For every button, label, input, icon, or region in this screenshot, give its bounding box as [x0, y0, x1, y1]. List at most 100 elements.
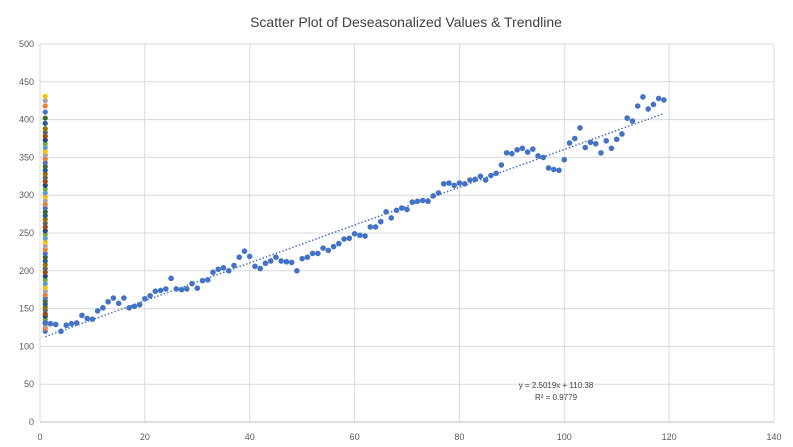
data-point — [315, 250, 321, 257]
data-point — [346, 235, 353, 242]
data-point — [210, 269, 216, 276]
stacked-data-point — [42, 182, 48, 188]
gridlines — [39, 43, 775, 423]
x-tick-label: 40 — [245, 432, 255, 442]
data-point — [582, 144, 589, 151]
stacked-data-point — [42, 254, 48, 260]
data-point — [493, 170, 499, 177]
stacked-data-point — [42, 129, 48, 136]
stacked-data-point — [42, 109, 48, 115]
data-point — [650, 101, 657, 108]
data-point — [608, 145, 615, 152]
stacked-data-point — [42, 194, 48, 200]
data-point — [115, 300, 122, 307]
stacked-data-point — [42, 258, 48, 264]
stacked-data-point — [42, 311, 48, 317]
x-tick-label: 0 — [37, 432, 42, 442]
data-point — [84, 315, 90, 322]
data-point — [482, 177, 489, 183]
stacked-data-point — [42, 141, 48, 147]
data-point — [383, 209, 389, 215]
data-point — [294, 268, 300, 274]
data-point — [613, 136, 620, 143]
stacked-data-point — [42, 273, 48, 279]
y-tick-label: 350 — [19, 152, 34, 162]
stacked-data-point — [42, 160, 48, 166]
data-point — [435, 190, 442, 196]
stacked-data-point — [42, 126, 48, 132]
data-point — [246, 253, 253, 260]
data-point — [566, 140, 573, 146]
data-point — [194, 285, 201, 291]
data-point — [451, 182, 457, 189]
data-point — [257, 265, 264, 272]
data-point — [535, 153, 541, 159]
data-point — [587, 139, 594, 146]
data-point — [94, 308, 101, 314]
data-point — [278, 258, 284, 264]
data-point — [100, 305, 106, 311]
data-point — [163, 286, 169, 292]
stacked-data-point — [42, 265, 48, 272]
data-point — [325, 247, 332, 254]
data-point — [152, 288, 159, 295]
y-tick-label: 400 — [19, 115, 34, 125]
data-point — [409, 199, 416, 205]
stacked-data-point — [42, 133, 48, 139]
data-point — [288, 259, 295, 266]
data-point — [440, 181, 447, 187]
data-point — [231, 262, 237, 269]
stacked-data-point — [42, 148, 48, 154]
y-tick-label: 250 — [19, 228, 34, 238]
data-point — [47, 320, 54, 327]
data-point — [530, 146, 536, 152]
data-point — [467, 177, 473, 183]
stacked-data-point — [42, 186, 48, 192]
stacked-data-point — [42, 190, 48, 196]
trendline-equation: y = 2.5019x + 110.38 — [519, 381, 594, 390]
data-point — [299, 255, 305, 262]
data-point — [461, 181, 468, 187]
data-point — [225, 268, 232, 274]
stacked-data-point — [42, 231, 48, 238]
stacked-data-point — [42, 247, 48, 253]
stacked-data-point — [42, 235, 48, 241]
stacked-data-point — [42, 197, 48, 204]
y-tick-label: 0 — [29, 417, 34, 427]
data-point — [110, 295, 117, 301]
data-point — [598, 150, 604, 156]
y-tick-label: 100 — [19, 341, 34, 351]
stacked-data-point — [42, 98, 48, 104]
data-point — [105, 298, 111, 305]
stacked-data-point — [42, 216, 48, 222]
x-tick-label: 120 — [662, 432, 677, 442]
x-tick-label: 140 — [766, 432, 781, 442]
data-point — [73, 320, 80, 326]
stacked-data-point — [42, 93, 48, 99]
data-point — [419, 197, 426, 204]
stacked-data-point — [42, 269, 48, 275]
data-point — [362, 233, 368, 239]
data-point — [173, 286, 180, 292]
data-point — [488, 172, 494, 179]
data-point — [168, 275, 174, 282]
data-point — [220, 264, 227, 271]
stacked-data-point — [42, 281, 48, 287]
data-point — [619, 131, 625, 137]
data-point — [241, 248, 248, 254]
y-tick-label: 150 — [19, 304, 34, 314]
data-point — [498, 162, 505, 168]
data-point — [477, 173, 484, 180]
stacked-data-point — [42, 152, 48, 158]
data-point — [372, 224, 379, 230]
trendline-r-squared: R² = 0.9779 — [535, 393, 578, 402]
data-point — [309, 250, 316, 257]
stacked-data-point — [42, 201, 48, 207]
stacked-data-point — [42, 171, 48, 177]
axes: 0 50 100 150 200 250 300 350 400 450 500 0 20 40 60 80 1… — [19, 39, 782, 442]
stacked-data-point — [42, 262, 48, 268]
data-point — [304, 254, 311, 260]
stacked-data-point — [42, 239, 48, 245]
data-point — [184, 286, 190, 292]
main-points-series — [42, 94, 667, 335]
